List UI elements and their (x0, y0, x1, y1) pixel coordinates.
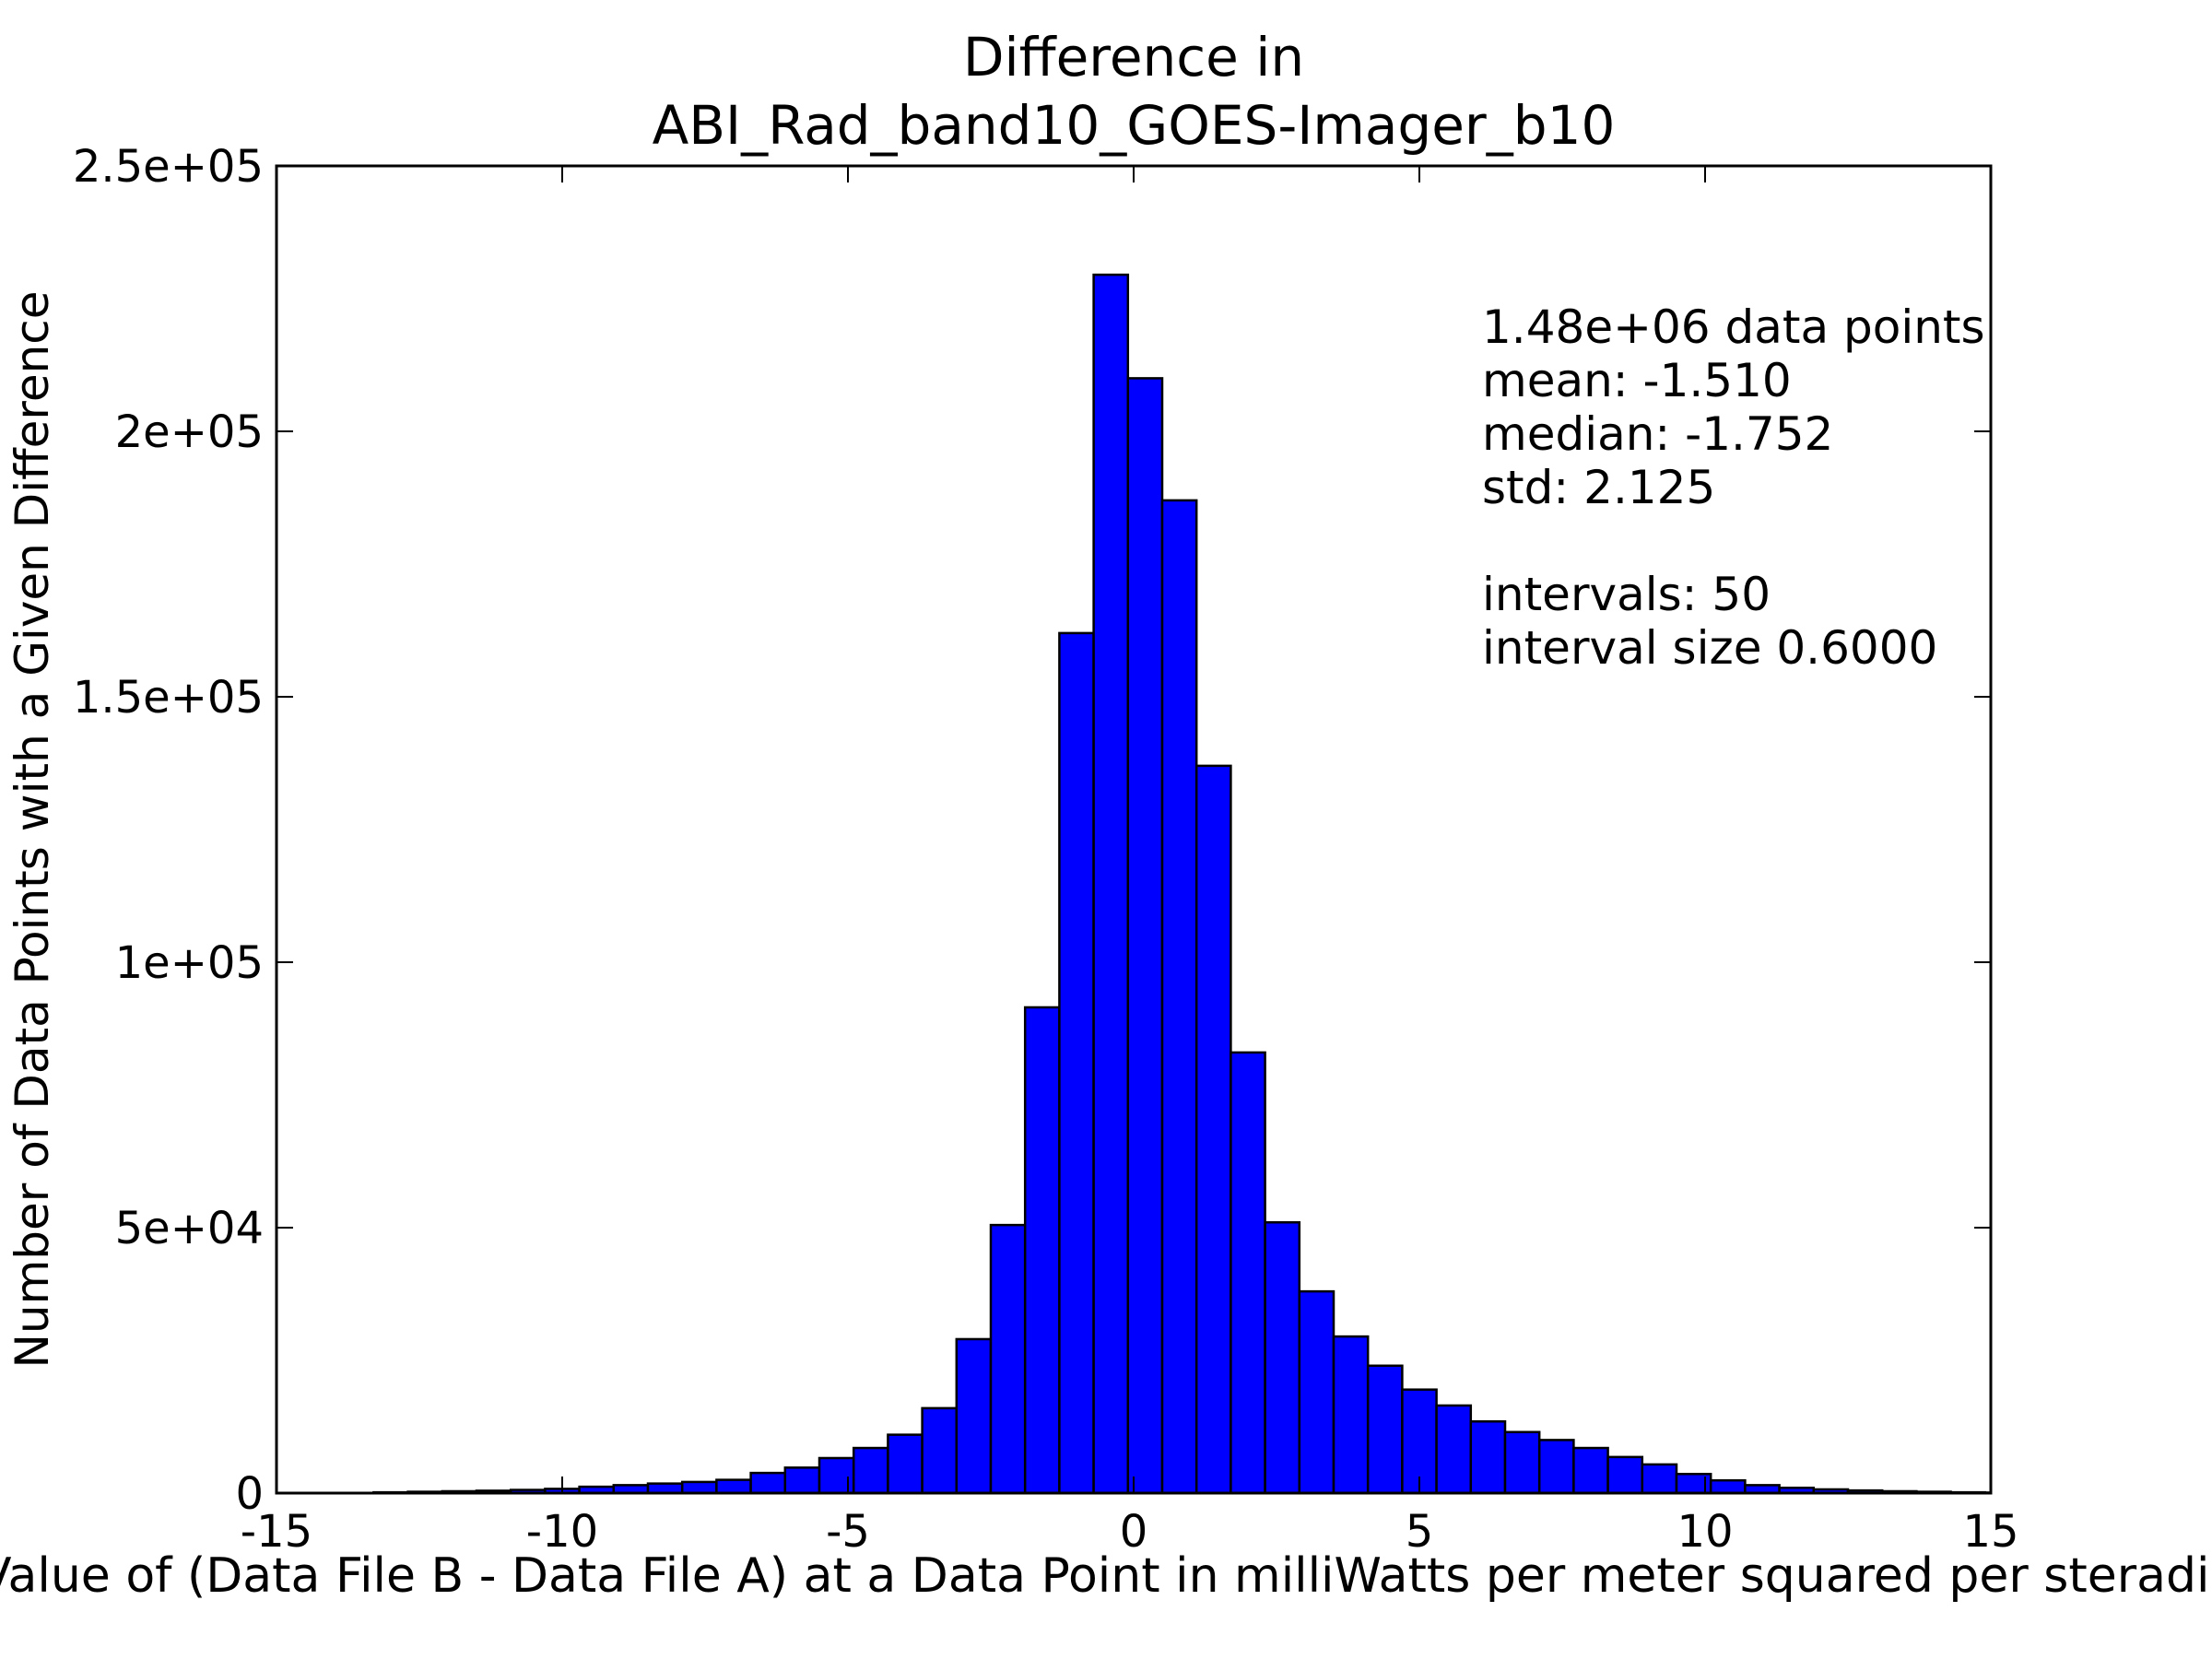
y-tick-label: 5e+04 (115, 1203, 264, 1254)
x-axis-tick-labels: -15 -10 -5 0 5 10 15 (241, 1506, 2019, 1558)
histogram-bar (646, 1482, 684, 1495)
y-tick-label: 1.5e+05 (73, 672, 264, 724)
histogram-bar (989, 1223, 1027, 1495)
histogram-bar (1332, 1335, 1370, 1495)
x-tick-label: 0 (1120, 1506, 1148, 1558)
histogram-bar (1264, 1220, 1301, 1495)
histogram-bar (1160, 499, 1198, 1495)
plot-area-frame (275, 164, 1993, 1495)
x-tick-label: -15 (241, 1506, 312, 1558)
histogram-bar (921, 1406, 959, 1495)
histogram-bar (1572, 1446, 1609, 1495)
histogram-bar (1126, 377, 1164, 1495)
histogram-bar (1469, 1419, 1507, 1495)
histogram-bar (783, 1466, 821, 1495)
histogram-bar (1092, 273, 1130, 1495)
histogram-bar (1606, 1455, 1644, 1495)
stats-annotation-line: 1.48e+06 data points (1482, 300, 1985, 354)
stats-annotation-line: intervals: 50 (1482, 568, 1771, 621)
x-tick-label: -5 (826, 1506, 870, 1558)
x-tick-label: -10 (526, 1506, 598, 1558)
stats-annotation-line: std: 2.125 (1482, 461, 1715, 514)
histogram-bar (1435, 1404, 1473, 1495)
histogram-bar (1709, 1478, 1747, 1495)
histogram-bar (1058, 631, 1095, 1495)
y-tick-label: 0 (235, 1468, 264, 1520)
x-axis-label: Value of (Data File B - Data File A) at … (0, 1548, 2212, 1604)
histogram-bar (1194, 764, 1232, 1495)
y-axis-tick-labels: 0 5e+04 1e+05 1.5e+05 2e+05 2.5e+05 (73, 141, 264, 1520)
histogram-bar (887, 1433, 924, 1495)
histogram-bar (680, 1480, 718, 1495)
chart-title-line2: ABI_Rad_band10_GOES-Imager_b10 (653, 94, 1616, 157)
histogram-bar (1503, 1430, 1541, 1495)
stats-annotation-line: median: -1.752 (1482, 407, 1833, 461)
stats-annotation-line: interval size 0.6000 (1482, 621, 1937, 675)
histogram-bar (1641, 1463, 1678, 1495)
histogram-bar (1023, 1006, 1061, 1495)
stats-annotation-line: mean: -1.510 (1482, 354, 1792, 407)
y-axis-label: Number of Data Points with a Given Diffe… (6, 290, 59, 1368)
y-tick-label: 1e+05 (115, 937, 264, 989)
chart-title-line1: Difference in (963, 26, 1304, 88)
histogram-bar (1230, 1051, 1266, 1495)
histogram-bar (749, 1471, 787, 1495)
histogram-bar (852, 1446, 889, 1495)
x-tick-label: 5 (1406, 1506, 1434, 1558)
histogram-bar (1366, 1364, 1404, 1495)
x-tick-label: 15 (1962, 1506, 2018, 1558)
histogram-bar (715, 1478, 752, 1495)
y-tick-label: 2.5e+05 (73, 141, 264, 193)
histogram-bar (1537, 1439, 1575, 1495)
x-tick-label: 10 (1677, 1506, 1733, 1558)
histogram-bar (955, 1337, 993, 1495)
histogram-bar (1298, 1289, 1335, 1495)
y-tick-label: 2e+05 (115, 406, 264, 458)
